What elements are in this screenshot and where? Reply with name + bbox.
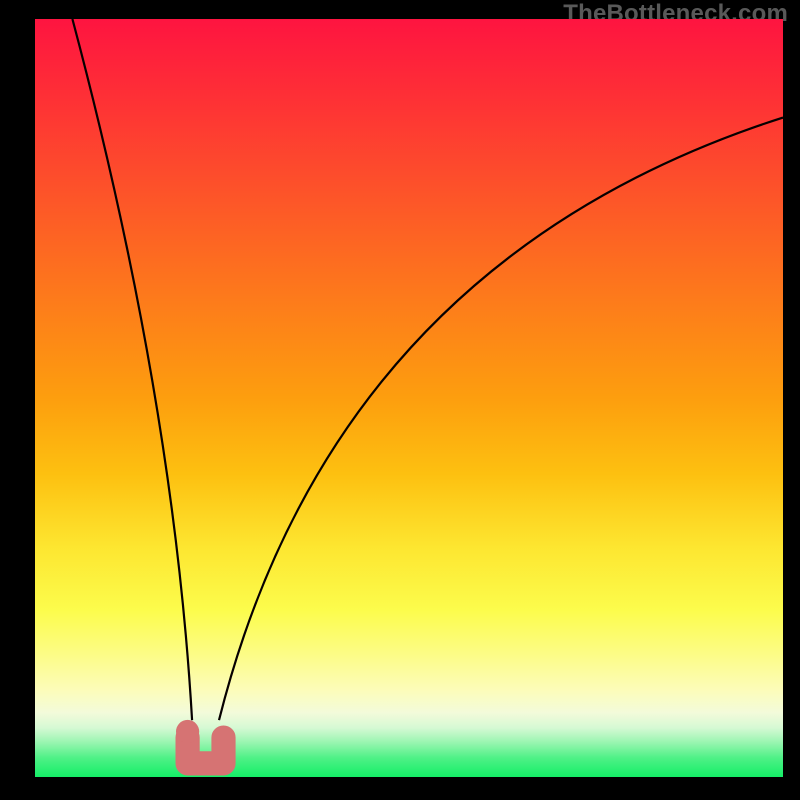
plot-background [35,19,783,777]
plot-svg [35,19,783,777]
plot-area [35,19,783,777]
chart-frame: TheBottleneck.com [0,0,800,800]
optimal-zone-dot [176,720,199,743]
